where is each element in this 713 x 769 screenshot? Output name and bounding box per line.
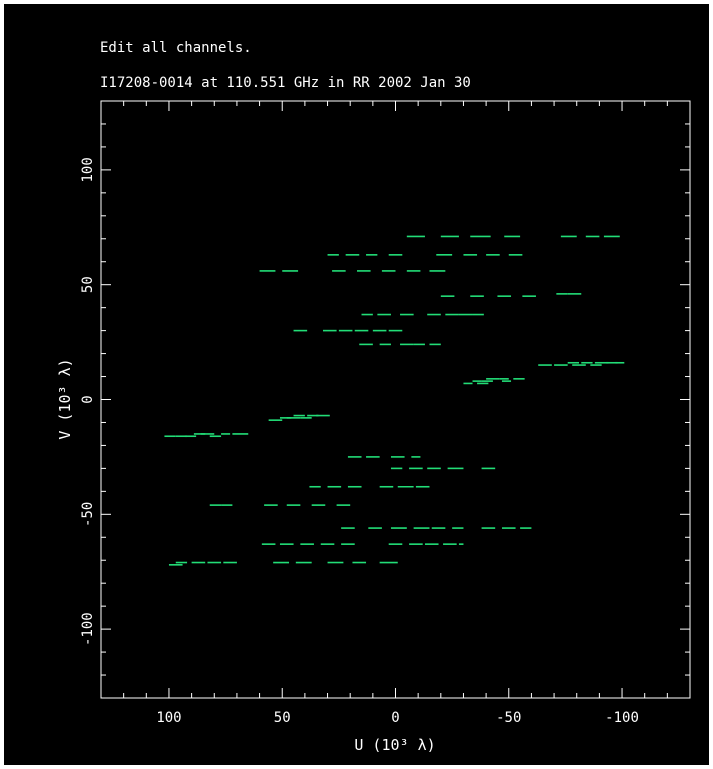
- x-tick-label: 50: [274, 710, 291, 726]
- y-tick-label: 50: [80, 276, 96, 293]
- source-info-label: I17208-0014 at 110.551 GHz in RR 2002 Ja…: [100, 75, 471, 91]
- axis-tick-labels: 100 50 0 -50 -100 100 50 0 -50 -100: [80, 157, 639, 726]
- y-tick-label: 0: [80, 395, 96, 403]
- x-tick-label: 0: [391, 710, 399, 726]
- y-tick-label: -50: [80, 502, 96, 527]
- x-tick-label: -50: [496, 710, 521, 726]
- y-tick-label: -100: [80, 612, 96, 646]
- edit-status-label: Edit all channels.: [100, 40, 252, 56]
- axis-ticks: [100, 100, 691, 699]
- y-tick-label: 100: [80, 157, 96, 182]
- plot-frame: [100, 100, 691, 699]
- plot-window: Edit all channels. I17208-0014 at 110.55…: [4, 4, 709, 765]
- uv-coverage-plot: Edit all channels. I17208-0014 at 110.55…: [56, 40, 691, 754]
- x-axis-label: U (10³ λ): [354, 736, 435, 754]
- x-tick-label: 100: [156, 710, 181, 726]
- y-axis-label: V (10³ λ): [56, 358, 74, 439]
- data-marks: [164, 235, 625, 566]
- x-tick-label: -100: [605, 710, 639, 726]
